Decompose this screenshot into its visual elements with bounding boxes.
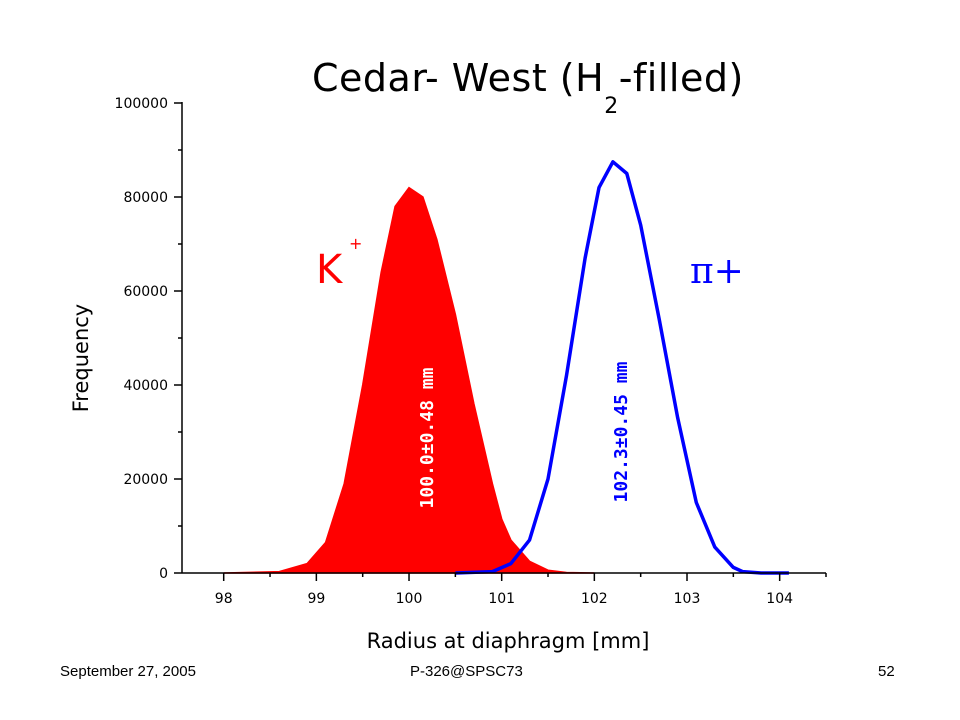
series-label-kaon: K [316, 247, 344, 293]
label-layer: Radius at diaphragm [mm] Frequency K + π+ 100… [69, 234, 744, 653]
footer-page-number: 52 [878, 663, 895, 680]
annotation-kaon-radius: 100.0±0.48 mm [417, 367, 438, 508]
y-tick-label: 80000 [123, 190, 168, 206]
title-main: Cedar- West (H [312, 56, 605, 100]
series-area-kaon [223, 186, 595, 574]
title-end: -filled) [618, 56, 744, 100]
y-axis-label: Frequency [69, 304, 93, 413]
y-tick-label: 60000 [123, 284, 168, 300]
series-line-pion [455, 160, 789, 575]
series-label-pion: π+ [690, 251, 744, 292]
x-tick-label: 101 [488, 591, 515, 607]
series-label-kaon-sup: + [349, 234, 362, 253]
footer-date: September 27, 2005 [60, 663, 196, 680]
x-tick-label: 99 [307, 591, 325, 607]
x-tick-label: 102 [581, 591, 608, 607]
annotation-pion-radius: 102.3±0.45 mm [611, 361, 632, 502]
footer-center: P-326@SPSC73 [410, 663, 523, 680]
y-tick-label: 100000 [115, 96, 168, 112]
title-subscript: 2 [604, 94, 619, 119]
x-tick-label: 104 [766, 591, 793, 607]
series-layer [223, 160, 789, 575]
chart-title: Cedar- West (H2-filled) [312, 56, 744, 119]
y-tick-label: 0 [159, 566, 168, 582]
y-tick-label: 40000 [123, 378, 168, 394]
y-tick-label: 20000 [123, 472, 168, 488]
x-tick-label: 100 [396, 591, 423, 607]
x-tick-label: 103 [674, 591, 701, 607]
x-axis-label: Radius at diaphragm [mm] [367, 629, 650, 653]
x-tick-label: 98 [215, 591, 233, 607]
axes-layer: 0 20000 40000 60000 80000 100000 98 99 100 101 102… [115, 96, 827, 607]
